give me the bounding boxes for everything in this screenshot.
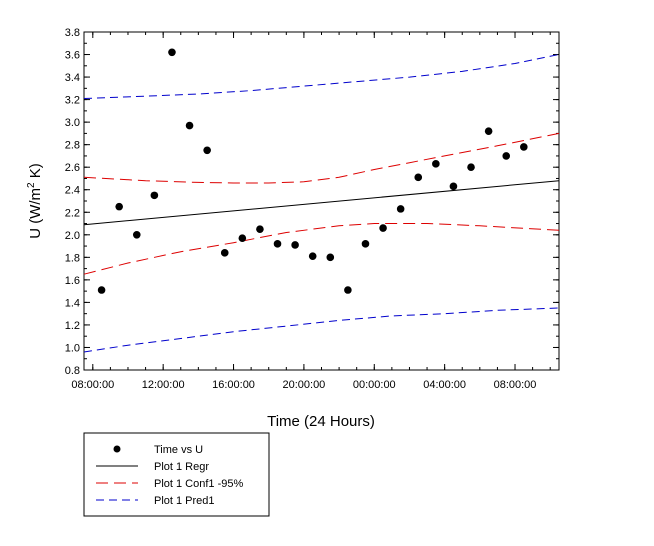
data-point	[291, 241, 299, 249]
data-point	[361, 240, 370, 248]
x-tick-label: 20:00:00	[282, 379, 325, 391]
data-point	[520, 143, 528, 151]
data-point	[379, 224, 387, 232]
data-point	[168, 48, 176, 57]
series-line	[83, 223, 560, 275]
y-tick-label: 1.8	[65, 252, 80, 264]
y-tick-labels: 0.8 1.0 1.2 1.4 1.6 1.8 2.0 2.2 2.4 2.6 2.8 3.0 3.2 3…	[65, 27, 80, 377]
major-ticks	[84, 31, 559, 371]
y-tick-label: 2.6	[65, 162, 80, 174]
data-point	[238, 234, 247, 242]
data-point	[115, 202, 123, 211]
data-point	[256, 225, 264, 233]
legend-label: Plot 1 Regr	[154, 461, 209, 473]
legend-items: Time vs U Plot 1 Regr Plot 1 Conf1 -95% Plo…	[96, 444, 243, 507]
x-tick-label: 08:00:00	[494, 379, 537, 391]
y-axis-title: U (W/m2 K)	[26, 163, 44, 239]
data-point	[467, 163, 475, 171]
y-axis-title-main: U (W/m	[27, 188, 44, 239]
data-point	[344, 286, 352, 294]
data-point	[484, 127, 493, 135]
legend-marker	[113, 445, 121, 453]
legend-label: Plot 1 Conf1 -95%	[154, 478, 243, 490]
data-point	[414, 173, 423, 182]
y-tick-label: 2.0	[65, 230, 80, 242]
y-tick-label: 3.2	[65, 95, 80, 107]
y-tick-label: 2.2	[65, 207, 80, 219]
y-tick-label: 2.8	[65, 140, 80, 152]
series-line	[83, 54, 560, 99]
x-tick-label: 12:00:00	[142, 379, 185, 391]
legend: Time vs U Plot 1 Regr Plot 1 Conf1 -95% Plo…	[83, 432, 270, 517]
x-tick-label: 08:00:00	[71, 379, 114, 391]
data-point	[97, 286, 106, 294]
data-point	[132, 231, 141, 239]
data-point	[185, 121, 194, 130]
data-point	[502, 152, 511, 160]
x-tick-labels: 08:00:00 12:00:00 16:00:00 20:00:00 00:00:00…	[71, 379, 536, 391]
y-tick-label: 3.4	[65, 72, 80, 84]
data-point	[432, 160, 440, 168]
x-tick-label: 04:00:00	[423, 379, 466, 391]
y-tick-label: 3.0	[65, 117, 80, 129]
data-point	[308, 252, 317, 261]
y-tick-label: 1.2	[65, 320, 80, 332]
plot-points	[97, 48, 528, 294]
data-point	[220, 249, 229, 257]
data-point	[150, 191, 159, 200]
x-tick-label: 00:00:00	[353, 379, 396, 391]
y-tick-label: 1.4	[65, 297, 80, 309]
series-line	[83, 180, 560, 226]
data-point	[396, 205, 405, 213]
legend-label: Time vs U	[154, 444, 203, 456]
series-line	[83, 132, 560, 184]
data-point	[203, 146, 211, 155]
plot-lines	[83, 54, 560, 353]
y-tick-label: 1.0	[65, 342, 80, 354]
y-tick-label: 3.8	[65, 27, 80, 39]
data-point	[273, 240, 282, 248]
series-line	[83, 307, 560, 353]
y-axis-title-tail: K)	[27, 163, 44, 182]
x-tick-label: 16:00:00	[212, 379, 255, 391]
x-axis-title: Time (24 Hours)	[267, 413, 375, 430]
y-tick-label: 0.8	[65, 365, 80, 377]
y-tick-label: 1.6	[65, 275, 80, 287]
y-tick-label: 2.4	[65, 185, 80, 197]
legend-label: Plot 1 Pred1	[154, 495, 215, 507]
y-tick-label: 3.6	[65, 50, 80, 62]
data-point	[449, 182, 458, 191]
plot-area	[83, 31, 560, 371]
data-point	[326, 253, 335, 262]
y-axis-title-sup: 2	[26, 182, 37, 188]
